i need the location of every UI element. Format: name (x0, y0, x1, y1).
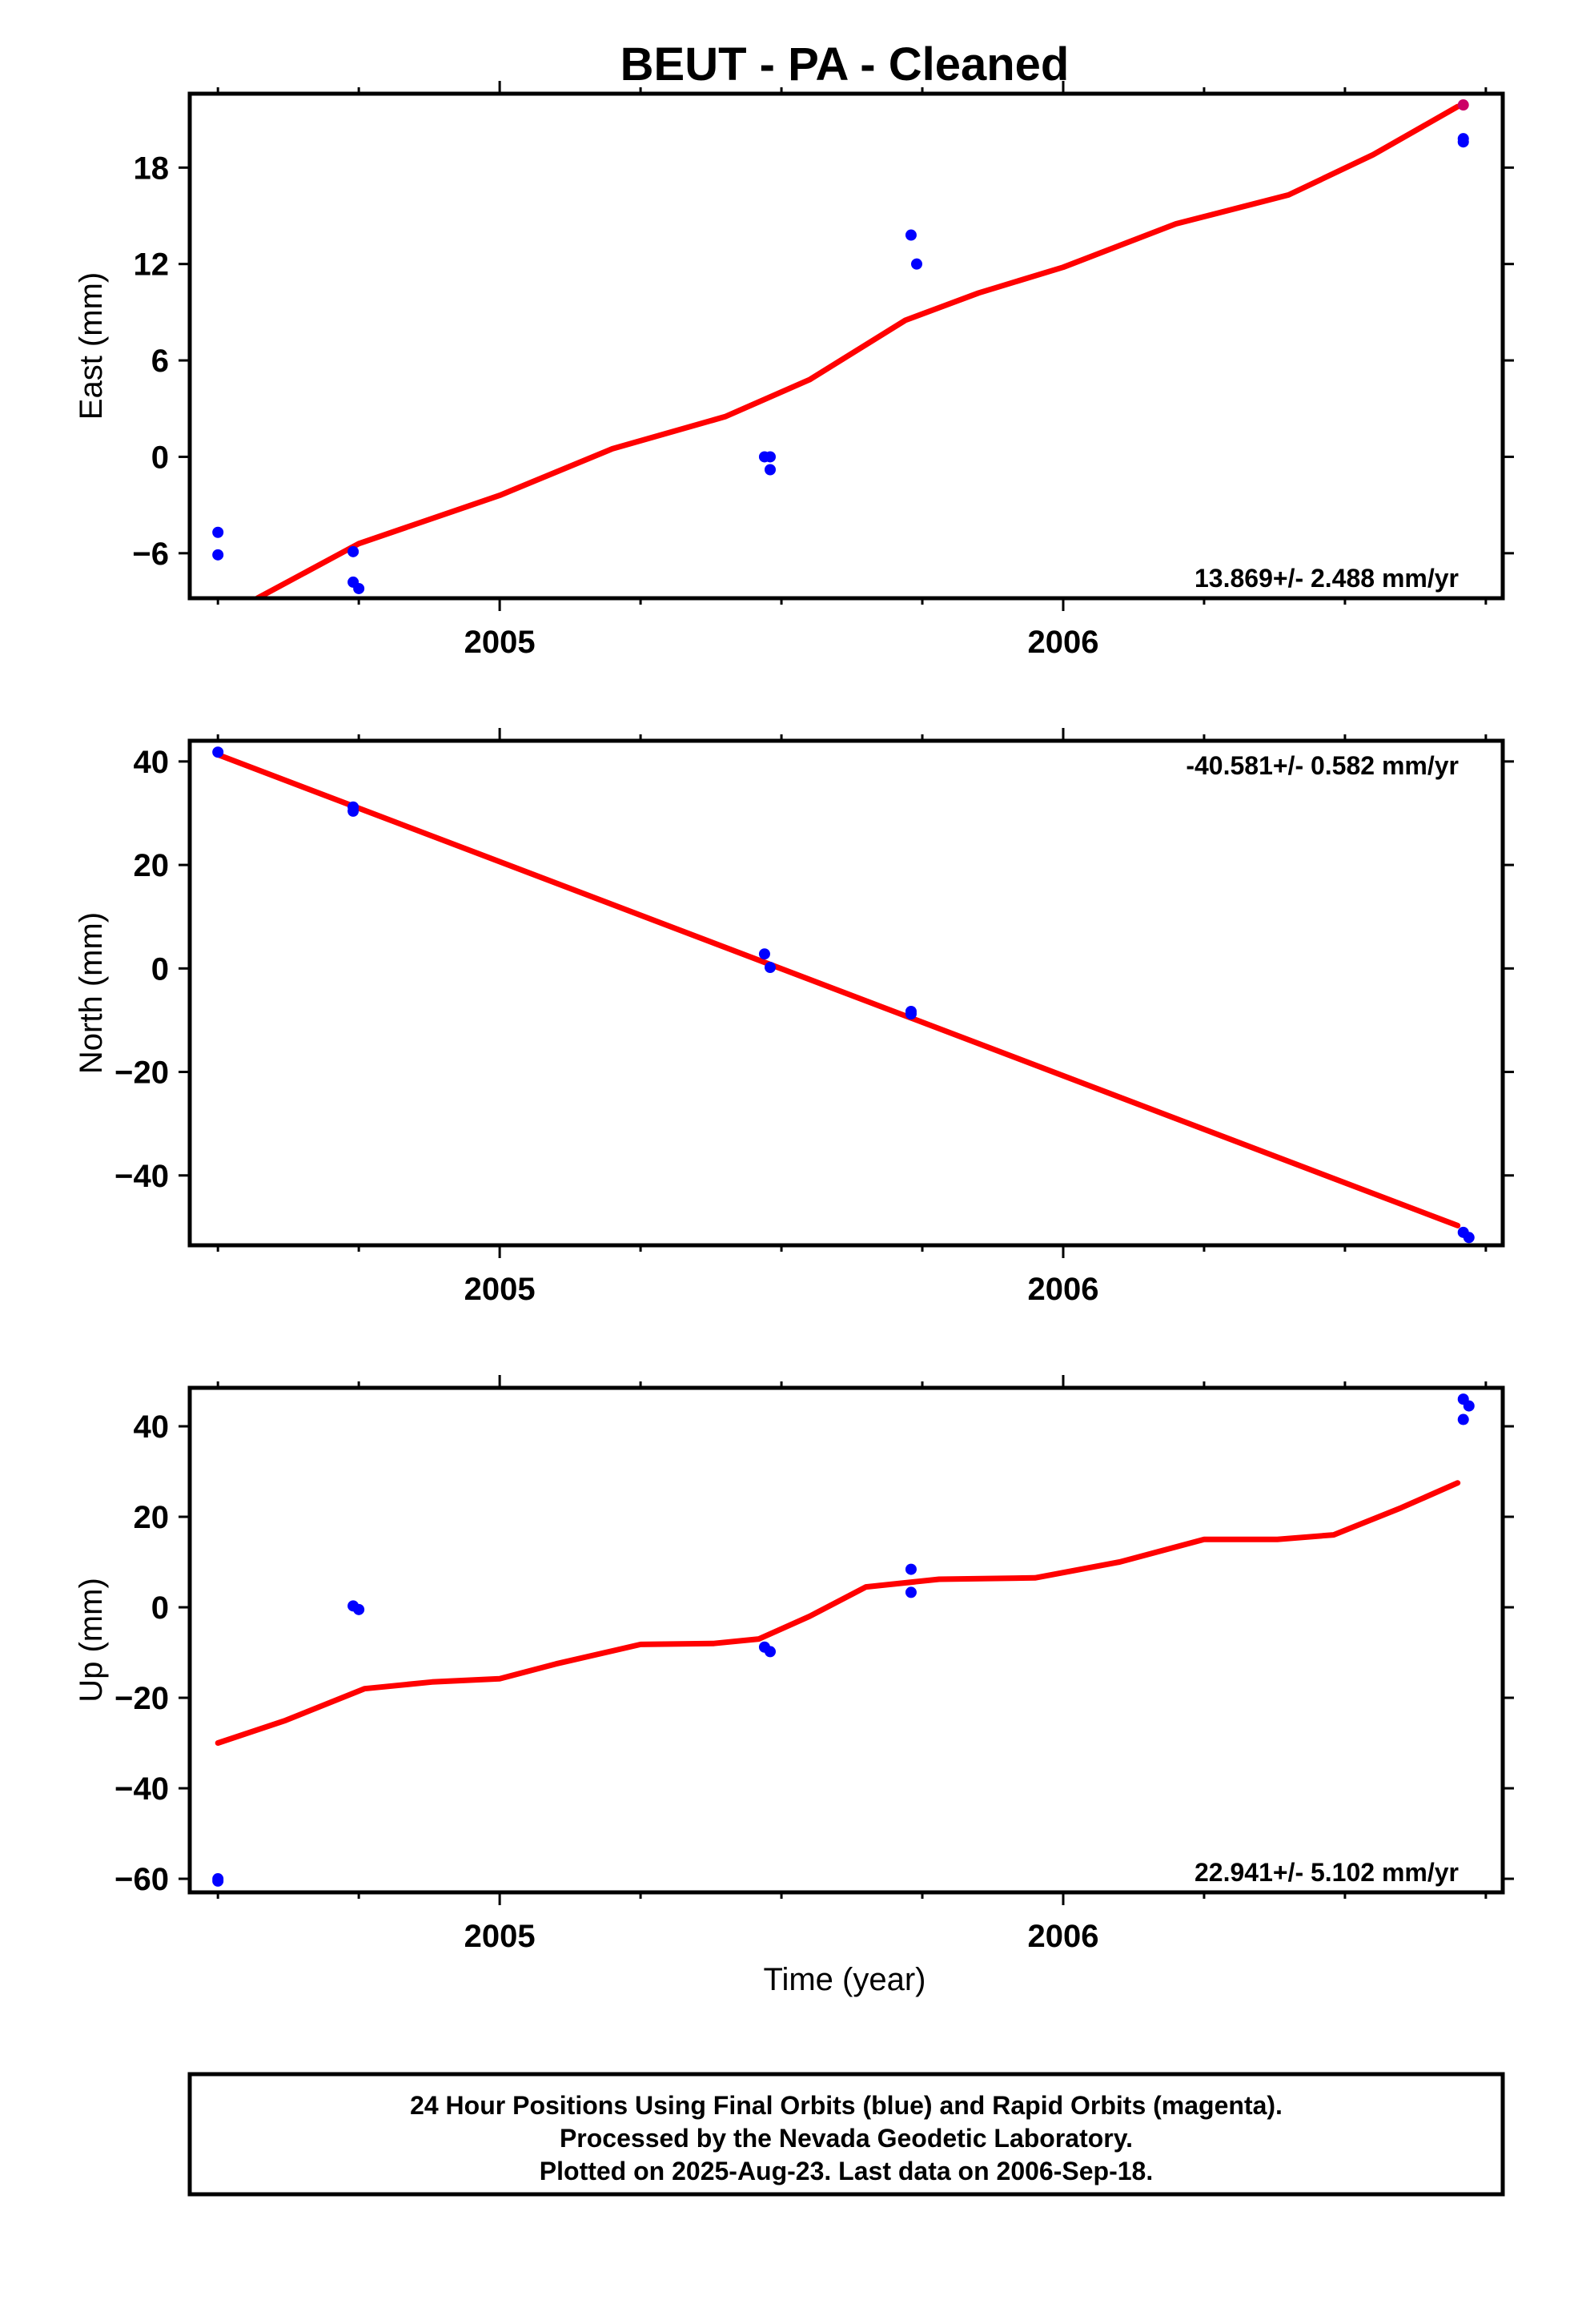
up-panel: −60 −40 −20 0 20 40 2005 2006 Up (mm) 22.941+/- 5… (74, 1375, 1514, 1954)
north-rate-label: -40.581+/- 0.582 mm/yr (1186, 751, 1459, 780)
footer-line-2: Processed by the Nevada Geodetic Laborat… (560, 2124, 1133, 2153)
north-x-tick-label: 2006 (1027, 1272, 1098, 1307)
up-y-tick-label: −40 (114, 1771, 169, 1807)
east-fit-line (255, 103, 1461, 598)
east-final-point (764, 464, 776, 476)
up-final-point (1457, 1413, 1469, 1425)
up-y-tick-label: 40 (134, 1409, 170, 1445)
up-final-point (212, 1873, 224, 1885)
up-final-point (905, 1563, 917, 1575)
footer-note: 24 Hour Positions Using Final Orbits (bl… (187, 2072, 1505, 2197)
north-y-axis-label: North (mm) (74, 912, 109, 1074)
up-final-point (353, 1603, 365, 1615)
east-panel: −6 0 6 12 18 2005 2006 East (mm) 13.869+/- 2.488… (74, 81, 1514, 660)
east-final-point (910, 258, 922, 270)
east-y-tick-label: 6 (151, 344, 169, 379)
north-y-tick-label: 20 (134, 848, 170, 883)
north-fit-line (215, 751, 1461, 1228)
east-final-point (347, 545, 359, 557)
east-y-tick-label: 0 (151, 440, 169, 475)
up-frame (187, 1385, 1505, 1895)
east-frame (187, 91, 1505, 601)
up-plot-area (212, 1393, 1475, 1887)
up-y-tick-label: 0 (151, 1590, 169, 1626)
east-y-tick-label: 12 (134, 247, 170, 283)
east-plot-area (212, 99, 1469, 598)
north-final-point (212, 746, 224, 758)
north-final-point (905, 1008, 917, 1020)
east-final-point (212, 549, 224, 561)
footer-box (187, 2072, 1505, 2197)
north-final-point (764, 962, 776, 974)
up-rate-label: 22.941+/- 5.102 mm/yr (1195, 1858, 1459, 1887)
north-y-tick-label: −40 (114, 1159, 169, 1194)
east-rapid-point (1457, 99, 1469, 111)
east-x-tick-label: 2006 (1027, 625, 1098, 660)
figure-title: BEUT - PA - Cleaned (620, 38, 1070, 90)
north-plot-area (212, 746, 1475, 1244)
north-final-point (347, 805, 359, 817)
north-x-tick-label: 2005 (464, 1272, 536, 1307)
footer-line-1: 24 Hour Positions Using Final Orbits (bl… (410, 2091, 1283, 2120)
up-y-axis-label: Up (mm) (74, 1578, 109, 1703)
north-panel: −40 −20 0 20 40 2005 2006 North (mm) -40.581+/- … (74, 728, 1514, 1307)
east-final-point (212, 526, 224, 538)
east-y-tick-label: −6 (132, 537, 169, 572)
up-y-tick-label: 20 (134, 1500, 170, 1535)
north-frame (187, 738, 1505, 1248)
up-final-point (1463, 1400, 1475, 1412)
x-axis-label: Time (year) (764, 1962, 926, 1997)
east-final-point (905, 229, 917, 241)
up-fit-line (215, 1480, 1461, 1746)
north-y-tick-label: 40 (134, 745, 170, 780)
east-y-axis-label: East (mm) (74, 272, 109, 420)
north-y-tick-label: −20 (114, 1055, 169, 1091)
east-y-tick-label: 18 (134, 151, 170, 186)
footer-line-3: Plotted on 2025-Aug-23. Last data on 200… (540, 2157, 1153, 2185)
north-final-point (1463, 1232, 1475, 1244)
east-x-tick-label: 2005 (464, 625, 536, 660)
up-y-tick-label: −60 (114, 1862, 169, 1897)
east-final-point (1457, 136, 1469, 148)
up-final-point (764, 1646, 776, 1658)
north-y-tick-label: 0 (151, 951, 169, 987)
north-final-point (758, 948, 770, 960)
up-y-tick-label: −20 (114, 1681, 169, 1716)
east-rate-label: 13.869+/- 2.488 mm/yr (1195, 564, 1459, 593)
east-final-point (764, 451, 776, 463)
up-x-tick-label: 2006 (1027, 1919, 1098, 1954)
up-final-point (905, 1586, 917, 1598)
east-final-point (353, 582, 365, 594)
up-x-tick-label: 2005 (464, 1919, 536, 1954)
